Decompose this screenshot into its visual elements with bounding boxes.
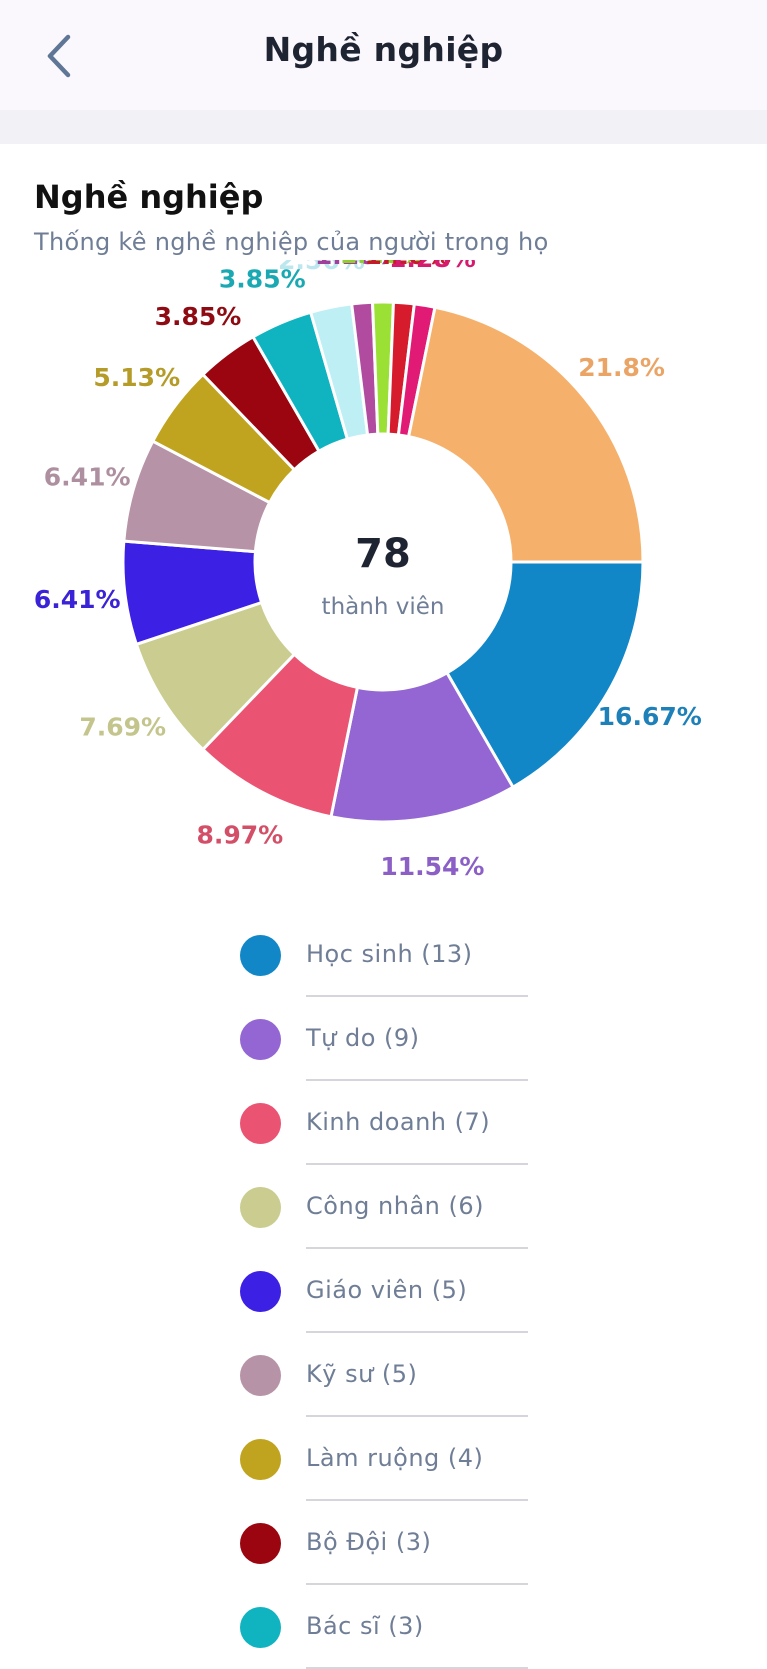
legend-label: Kỹ sư (5) xyxy=(306,1360,418,1388)
donut-slice xyxy=(444,560,645,790)
legend-label: Học sinh (13) xyxy=(306,940,473,968)
legend-label: Công nhân (6) xyxy=(306,1192,484,1220)
legend-item: Giáo viên (5) xyxy=(238,1249,528,1333)
legend-divider xyxy=(306,1079,528,1081)
legend-item: Kỹ sư (5) xyxy=(238,1333,528,1417)
legend-label: Tự do (9) xyxy=(306,1024,420,1052)
legend-divider xyxy=(306,995,528,997)
slice-percent-label: 1.28% xyxy=(389,260,476,273)
slice-percent-label: 6.41% xyxy=(44,462,131,491)
page-title: Nghề nghiệp xyxy=(263,30,504,69)
chart-legend: Học sinh (13) Tự do (9) Kinh doanh (7) Công… xyxy=(238,913,528,1669)
slice-percent-label: 8.97% xyxy=(196,821,283,850)
legend-color-dot xyxy=(240,1187,281,1228)
slice-percent-label: 1.28% xyxy=(340,260,427,269)
center-unit: thành viên xyxy=(322,594,445,620)
section-divider xyxy=(0,110,767,144)
donut-slice xyxy=(406,305,645,564)
slice-percent-label: 1.28% xyxy=(315,260,402,270)
slice-percent-label: 6.41% xyxy=(34,585,121,614)
slice-percent-label: 3.85% xyxy=(155,302,242,331)
chevron-left-icon xyxy=(47,34,71,78)
donut-slice xyxy=(329,670,516,824)
legend-color-dot xyxy=(240,1019,281,1060)
center-count: 78 xyxy=(355,531,411,577)
legend-item: Bác sĩ (3) xyxy=(238,1585,528,1669)
legend-label: Bác sĩ (3) xyxy=(306,1612,424,1640)
slice-percent-label: 7.69% xyxy=(79,713,166,742)
legend-item: Làm ruộng (4) xyxy=(238,1417,528,1501)
slice-percent-label: 16.67% xyxy=(598,702,702,731)
legend-label: Kinh doanh (7) xyxy=(306,1108,491,1136)
top-app-bar: Nghề nghiệp xyxy=(0,0,767,110)
slice-percent-label: 5.13% xyxy=(93,363,180,392)
legend-color-dot xyxy=(240,1523,281,1564)
slice-percent-label: 11.54% xyxy=(380,852,484,881)
legend-color-dot xyxy=(240,1271,281,1312)
card-title: Nghề nghiệp xyxy=(34,178,264,216)
legend-label: Giáo viên (5) xyxy=(306,1276,468,1304)
legend-label: Làm ruộng (4) xyxy=(306,1444,484,1472)
legend-divider xyxy=(306,1415,528,1417)
legend-item: Tự do (9) xyxy=(238,997,528,1081)
slice-percent-label: 2.56% xyxy=(278,260,365,275)
legend-divider xyxy=(306,1499,528,1501)
legend-color-dot xyxy=(240,1103,281,1144)
legend-label: Bộ Đội (3) xyxy=(306,1528,432,1556)
slice-percent-label: 3.85% xyxy=(219,265,306,294)
legend-item: Học sinh (13) xyxy=(238,913,528,997)
legend-item: Công nhân (6) xyxy=(238,1165,528,1249)
legend-color-dot xyxy=(240,935,281,976)
legend-divider xyxy=(306,1247,528,1249)
legend-divider xyxy=(306,1163,528,1165)
occupation-donut-chart: 16.67% 11.54% 8.97% 7.69% 6.41% 6.41% 5.13% 3.8… xyxy=(34,260,702,881)
legend-color-dot xyxy=(240,1355,281,1396)
legend-divider xyxy=(306,1331,528,1333)
legend-item: Bộ Đội (3) xyxy=(238,1501,528,1585)
legend-color-dot xyxy=(240,1439,281,1480)
slice-percent-label: 21.8% xyxy=(578,353,665,382)
legend-item: Kinh doanh (7) xyxy=(238,1081,528,1165)
slice-percent-label: 1.28% xyxy=(364,260,451,270)
legend-divider xyxy=(306,1583,528,1585)
back-button[interactable] xyxy=(34,28,84,84)
card-subtitle: Thống kê nghề nghiệp của người trong họ xyxy=(34,228,549,256)
